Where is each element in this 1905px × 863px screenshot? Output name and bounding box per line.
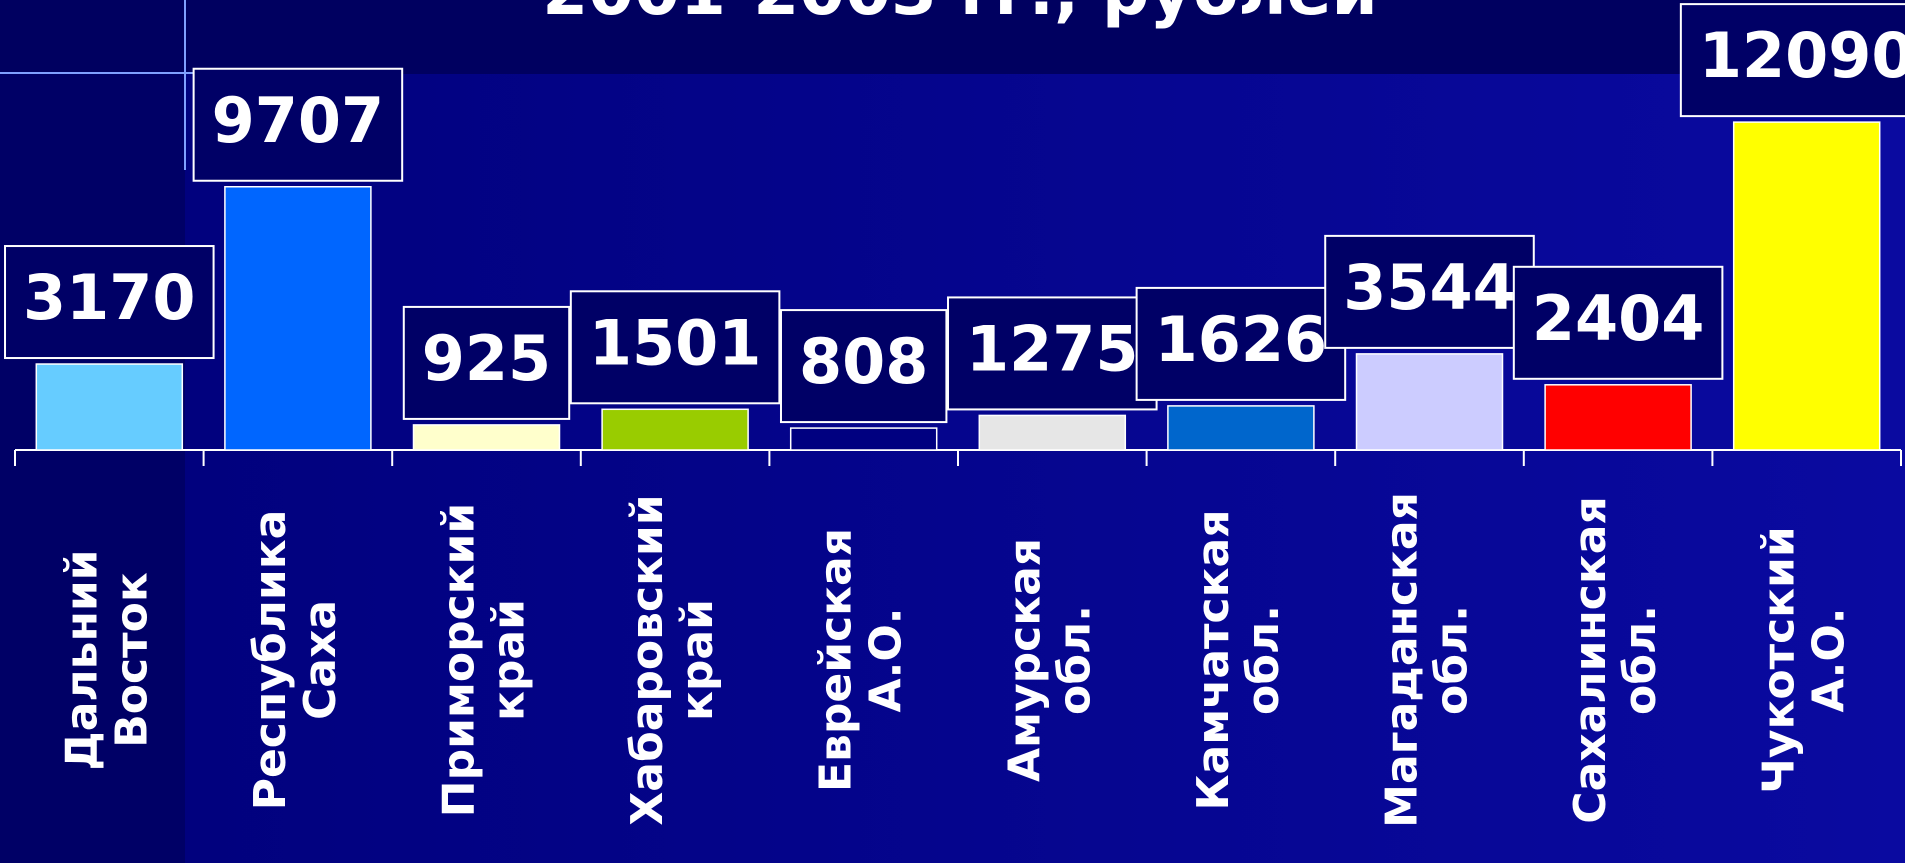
x-tick-label: Сахалинская xyxy=(1565,496,1616,823)
x-tick-label: Восток xyxy=(106,572,157,748)
x-tick-label: обл. xyxy=(1238,605,1289,715)
data-label: 3170 xyxy=(4,245,215,360)
bar xyxy=(1544,384,1692,451)
data-label-text: 3170 xyxy=(23,261,196,334)
data-label-box xyxy=(569,290,781,405)
x-tick-label: А.О. xyxy=(861,608,912,713)
x-tick-label: Амурская xyxy=(999,538,1050,782)
x-tick-label: Хабаровский xyxy=(622,494,673,825)
bar xyxy=(35,363,184,451)
data-label: 808 xyxy=(779,309,948,424)
data-label-text: 3544 xyxy=(1343,251,1516,324)
data-label-text: 9707 xyxy=(212,84,385,157)
bar xyxy=(978,414,1127,451)
data-label-text: 12090 xyxy=(1699,19,1905,92)
data-label-text: 2404 xyxy=(1532,282,1705,355)
data-label-box xyxy=(1324,234,1535,349)
chart-title: 2001-2003 гг., рублей xyxy=(542,0,1378,30)
data-label-box xyxy=(1679,3,1905,118)
data-label-text: 1501 xyxy=(589,306,762,379)
data-label-box xyxy=(4,245,215,360)
data-label: 9707 xyxy=(192,67,404,182)
x-tick-label: Республика xyxy=(245,510,296,811)
bar xyxy=(789,427,938,451)
x-tick-label: Магаданская xyxy=(1377,492,1428,828)
data-label-box xyxy=(947,296,1158,411)
x-tick-label: обл. xyxy=(1049,605,1100,715)
title-band xyxy=(0,0,1905,74)
data-label-box xyxy=(1135,286,1347,401)
x-tick-label: Еврейская xyxy=(811,528,862,792)
data-label: 1275 xyxy=(947,296,1158,411)
x-tick-label: край xyxy=(672,599,723,721)
data-label: 3544 xyxy=(1324,234,1535,349)
x-tick-label: Приморский xyxy=(434,503,485,817)
x-tick-label: Дальний xyxy=(56,550,107,771)
x-tick-label: Саха xyxy=(295,600,346,720)
data-label: 12090 xyxy=(1679,3,1905,118)
bar xyxy=(1732,121,1881,451)
data-label-box xyxy=(779,309,948,424)
x-tick-label: обл. xyxy=(1615,605,1666,715)
data-label-text: 808 xyxy=(799,325,928,398)
data-label: 1626 xyxy=(1135,286,1347,401)
data-label: 1501 xyxy=(569,290,781,405)
x-tick-label: обл. xyxy=(1427,605,1478,715)
data-label-text: 1626 xyxy=(1155,303,1328,376)
data-label: 2404 xyxy=(1512,265,1724,380)
bar xyxy=(601,408,749,451)
bar xyxy=(1355,353,1504,451)
data-label-box xyxy=(402,305,571,420)
x-tick-label: край xyxy=(484,599,535,721)
bar xyxy=(224,185,372,451)
data-label: 925 xyxy=(402,305,571,420)
data-label-box xyxy=(1512,265,1724,380)
plot: Дальний Восток 3170 Республика Саха 9707 Примо… xyxy=(4,3,1905,828)
bar xyxy=(412,424,561,451)
data-label-box xyxy=(192,67,404,182)
bar xyxy=(1167,405,1315,451)
data-label-text: 1275 xyxy=(966,313,1139,386)
x-tick-label: Чукотский xyxy=(1754,526,1805,793)
x-tick-label: Камчатская xyxy=(1188,510,1239,811)
x-tick-label: А.О. xyxy=(1804,608,1855,713)
data-label-text: 925 xyxy=(422,322,551,395)
